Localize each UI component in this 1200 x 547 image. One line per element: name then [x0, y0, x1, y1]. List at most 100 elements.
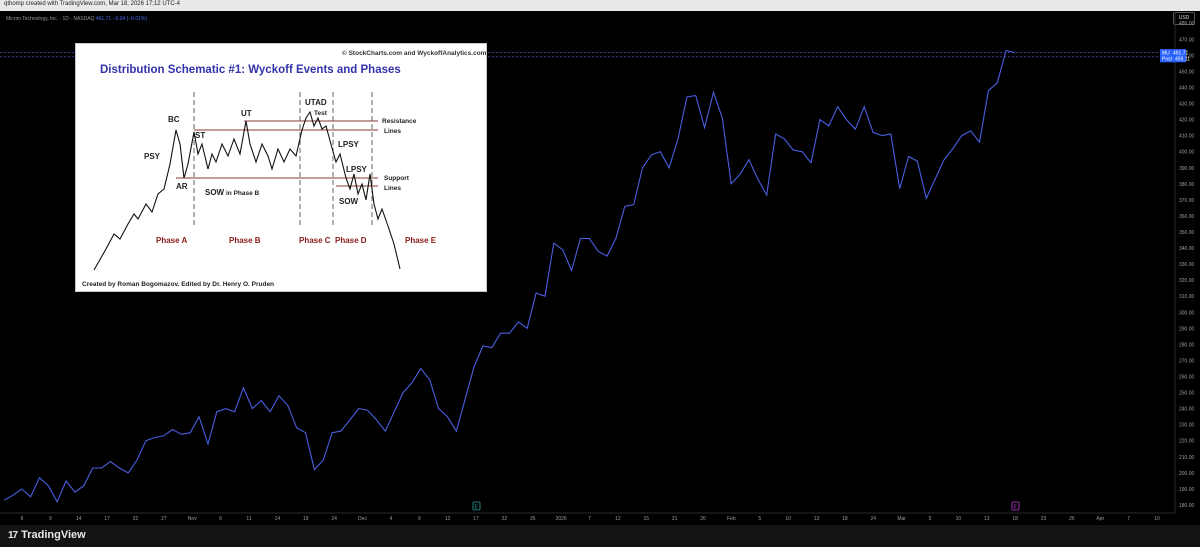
label-test: Test — [314, 110, 328, 117]
price-tick-label: 480.00 — [1179, 21, 1195, 27]
label-utad: UTAD — [305, 98, 327, 107]
phase-d-label: Phase D — [335, 236, 367, 245]
last-price-badge: MU 461.71 — [1160, 49, 1189, 56]
price-tick-label: 420.00 — [1179, 118, 1195, 124]
post-price-value: 459.11 — [1175, 57, 1190, 63]
time-tick-label: 23 — [1041, 516, 1047, 522]
price-tick-label: 280.00 — [1179, 342, 1195, 348]
price-tick-label: 250.00 — [1179, 391, 1195, 397]
inset-title: Distribution Schematic #1: Wyckoff Event… — [100, 64, 401, 76]
time-tick-label: 26 — [530, 516, 536, 522]
last-price-symbol: MU — [1162, 50, 1170, 56]
time-tick-label: 26 — [1069, 516, 1075, 522]
inset-credit: Created by Roman Bogomazov. Edited by Dr… — [82, 281, 274, 288]
time-tick-label: 22 — [133, 516, 139, 522]
time-tick-label: 5 — [929, 516, 932, 522]
time-tick-label: 12 — [615, 516, 621, 522]
price-tick-label: 360.00 — [1179, 214, 1195, 220]
price-tick-label: 200.00 — [1179, 471, 1195, 477]
time-tick-label: 27 — [161, 516, 167, 522]
phase-b-label: Phase B — [229, 236, 261, 245]
time-tick-label: Dec — [358, 516, 367, 522]
label-resistance: Resistance — [382, 118, 417, 125]
price-tick-label: 410.00 — [1179, 134, 1195, 140]
label-bc: BC — [168, 115, 180, 124]
schematic-price-path — [93, 110, 401, 271]
price-tick-label: 180.00 — [1179, 503, 1195, 509]
time-tick-label: 4 — [389, 516, 392, 522]
label-st: ST — [195, 131, 205, 140]
time-tick-label: 24 — [331, 516, 337, 522]
tradingview-logo[interactable]: 17 TradingView — [8, 529, 86, 541]
time-tick-label: 10 — [956, 516, 962, 522]
last-price-value: 461.71 — [1173, 50, 1189, 56]
label-sow: SOW — [339, 197, 359, 206]
currency-button[interactable]: USD — [1173, 12, 1195, 25]
price-tick-label: 430.00 — [1179, 102, 1195, 108]
time-tick-label: 13 — [814, 516, 820, 522]
dividend-marker-letter: E — [1014, 505, 1018, 511]
earnings-marker[interactable]: E — [472, 501, 481, 511]
time-tick-label: Feb — [727, 516, 736, 522]
price-tick-label: 470.00 — [1179, 37, 1195, 43]
dividend-marker[interactable]: E — [1011, 501, 1020, 511]
price-tick-label: 220.00 — [1179, 439, 1195, 445]
attribution-text: qthomp created with TradingView.com, Mar… — [4, 1, 180, 7]
price-tick-label: 300.00 — [1179, 310, 1195, 316]
price-tick-label: 210.00 — [1179, 455, 1195, 461]
time-tick-label: 15 — [643, 516, 649, 522]
time-tick-label: Mar — [897, 516, 906, 522]
price-tick-label: 350.00 — [1179, 230, 1195, 236]
time-tick-label: Nov — [188, 516, 197, 522]
time-tick-label: 14 — [275, 516, 281, 522]
price-tick-label: 290.00 — [1179, 326, 1195, 332]
time-tick-label: 17 — [473, 516, 479, 522]
price-tick-label: 240.00 — [1179, 407, 1195, 413]
time-tick-label: 9 — [418, 516, 421, 522]
symbol-legend[interactable]: Micron Technology, Inc. · 1D · NASDAQ 46… — [6, 16, 147, 22]
price-tick-label: 400.00 — [1179, 150, 1195, 156]
time-tick-label: 17 — [104, 516, 110, 522]
label-support-lines: Lines — [384, 185, 401, 192]
price-chart[interactable]: 480.00 470.00 460.00 450.00 440.00 430.00 420.… — [0, 0, 1200, 525]
price-axis: 480.00 470.00 460.00 450.00 440.00 430.00 420.… — [1179, 21, 1195, 509]
post-price-badge: Post 459.11 — [1160, 55, 1190, 63]
inset-copyright: © StockCharts.com and WyckoffAnalytics.c… — [342, 49, 486, 57]
time-tick-label: 14 — [76, 516, 82, 522]
label-ut: UT — [241, 109, 252, 118]
wyckoff-schematic-image: © StockCharts.com and WyckoffAnalytics.c… — [75, 43, 487, 292]
time-tick-label: 12 — [445, 516, 451, 522]
time-tick-label: 18 — [842, 516, 848, 522]
price-tick-label: 190.00 — [1179, 487, 1195, 493]
time-tick-label: 26 — [700, 516, 706, 522]
post-price-badge-bg — [1160, 55, 1186, 63]
price-tick-label: 440.00 — [1179, 85, 1195, 91]
label-lpsy-2: LPSY — [346, 165, 368, 174]
time-tick-label: 7 — [588, 516, 591, 522]
price-tick-label: 330.00 — [1179, 262, 1195, 268]
price-tick-label: 460.00 — [1179, 53, 1195, 59]
attribution-bar: qthomp created with TradingView.com, Mar… — [0, 0, 1200, 11]
time-tick-label: 22 — [502, 516, 508, 522]
time-tick-label: 5 — [758, 516, 761, 522]
time-tick-label: 21 — [672, 516, 678, 522]
price-tick-label: 390.00 — [1179, 166, 1195, 172]
symbol-name: Micron Technology, Inc. · 1D · NASDAQ — [6, 16, 95, 22]
time-tick-label: 10 — [1154, 516, 1160, 522]
tradingview-mark-icon: 17 — [8, 530, 18, 541]
time-tick-label: 24 — [870, 516, 876, 522]
phase-e-label: Phase E — [405, 236, 437, 245]
time-tick-label: 13 — [984, 516, 990, 522]
label-psy: PSY — [144, 152, 161, 161]
tradingview-wordmark: TradingView — [21, 529, 86, 541]
time-tick-label: 11 — [246, 516, 251, 522]
time-axis: 6 9 14 17 22 27 Nov 6 11 14 19 24 Dec 4 9 12 17 22 26 2026 7… — [21, 516, 1160, 522]
label-sow-b-suffix: in Phase B — [226, 190, 260, 197]
earnings-marker-letter: E — [475, 505, 479, 511]
label-sow-b: SOW — [205, 188, 225, 197]
time-tick-label: 9 — [49, 516, 52, 522]
time-tick-label: 7 — [1127, 516, 1130, 522]
wyckoff-schematic-drawing: © StockCharts.com and WyckoffAnalytics.c… — [82, 49, 487, 288]
price-tick-label: 370.00 — [1179, 198, 1195, 204]
time-tick-label: 6 — [219, 516, 222, 522]
